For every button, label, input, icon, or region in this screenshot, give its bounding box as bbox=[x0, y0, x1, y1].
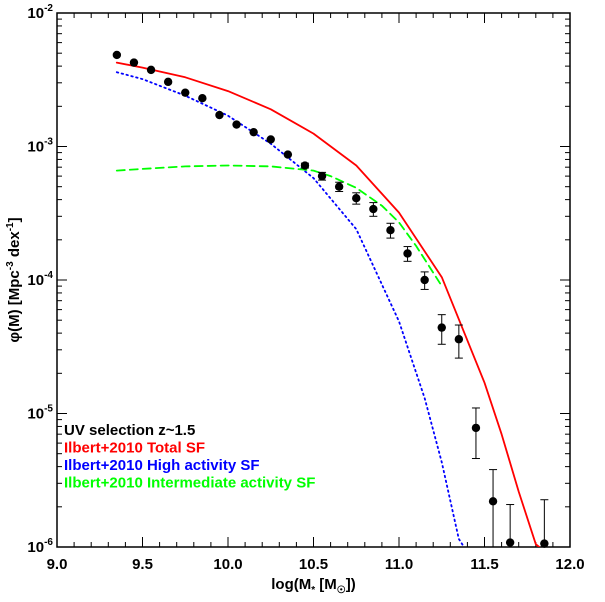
series-line-2 bbox=[115, 71, 465, 547]
data-point bbox=[112, 50, 122, 60]
legend-entry-1: UV selection z~1.5 bbox=[64, 422, 195, 439]
legend-entry-3: Ilbert+2010 High activity SF bbox=[64, 457, 260, 474]
y-tick-label: 10-6 bbox=[27, 537, 53, 556]
x-tick-label: 10.5 bbox=[299, 556, 328, 573]
data-point bbox=[300, 161, 310, 170]
data-point bbox=[266, 135, 275, 144]
axis-ticks bbox=[56, 12, 571, 548]
data-point bbox=[249, 127, 258, 137]
series-line-1 bbox=[115, 61, 541, 547]
data-point bbox=[488, 497, 498, 506]
data-point bbox=[505, 538, 515, 547]
model-curves bbox=[115, 61, 541, 547]
x-tick-label: 9.5 bbox=[132, 556, 153, 573]
y-tick-label: 10-3 bbox=[27, 137, 53, 156]
x-tick-label: 11.5 bbox=[470, 556, 498, 573]
data-point bbox=[215, 110, 224, 120]
data-point bbox=[454, 335, 464, 344]
x-axis-title: log(M* [M☉]) bbox=[271, 576, 356, 596]
data-point bbox=[198, 94, 207, 103]
series-line-3 bbox=[115, 164, 443, 288]
y-tick-label: 10-4 bbox=[27, 270, 53, 289]
data-point bbox=[283, 150, 293, 159]
data-point bbox=[181, 88, 190, 97]
x-tick-label: 9.0 bbox=[47, 556, 68, 573]
y-tick-labels: 10-2 10-3 10-4 10-5 10-6 bbox=[27, 3, 53, 556]
data-point bbox=[437, 323, 446, 332]
data-points bbox=[112, 50, 549, 548]
data-point bbox=[403, 249, 412, 258]
data-point bbox=[129, 58, 139, 67]
legend-entry-2: Ilbert+2010 Total SF bbox=[64, 440, 205, 457]
error-bars bbox=[300, 162, 549, 547]
data-point bbox=[146, 65, 156, 75]
y-axis-title: φ(M) [Mpc-3 dex-1] bbox=[5, 217, 23, 342]
data-point bbox=[163, 77, 173, 87]
data-point bbox=[369, 204, 378, 214]
data-point bbox=[317, 171, 327, 181]
data-point bbox=[540, 539, 549, 548]
data-point bbox=[334, 182, 344, 191]
data-point bbox=[232, 120, 241, 129]
data-point bbox=[352, 193, 361, 203]
data-point bbox=[420, 275, 429, 285]
legend-entry-4: Ilbert+2010 Intermediate activity SF bbox=[64, 475, 315, 492]
y-tick-label: 10-2 bbox=[27, 3, 53, 22]
x-tick-label: 10.0 bbox=[213, 556, 242, 573]
data-point bbox=[471, 423, 481, 433]
x-tick-labels: 9.0 9.5 10.0 10.5 11.0 11.5 12.0 bbox=[47, 556, 585, 573]
data-point bbox=[386, 226, 395, 235]
x-tick-label: 11.0 bbox=[385, 556, 413, 573]
y-tick-label: 10-5 bbox=[27, 404, 53, 423]
x-tick-label: 12.0 bbox=[555, 556, 584, 573]
axis-titles: log(M* [M☉]) φ(M) [Mpc-3 dex-1] bbox=[5, 217, 356, 596]
